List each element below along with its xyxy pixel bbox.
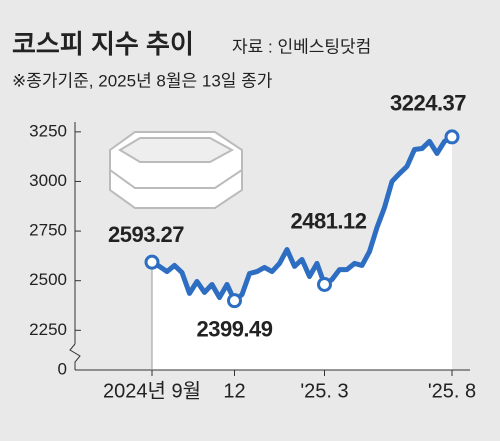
point-marker xyxy=(317,276,332,292)
point-marker xyxy=(444,129,460,145)
y-tick-label: 3250 xyxy=(29,121,67,140)
point-marker xyxy=(227,293,242,309)
index-icon xyxy=(109,131,243,209)
value-label: 2593.27 xyxy=(108,222,184,247)
source: 자료 : 인베스팅닷컴 xyxy=(232,37,371,56)
chart-title: 코스피 지수 추이 xyxy=(12,29,194,59)
value-label: 3224.37 xyxy=(390,91,466,116)
y-tick-label: 2250 xyxy=(29,320,67,339)
area xyxy=(152,136,452,370)
y-tick-label: 2500 xyxy=(29,270,67,289)
point-marker xyxy=(144,254,160,270)
line xyxy=(150,134,454,304)
note: ※종가기준, 2025년 8월은 13일 종가 xyxy=(12,71,273,90)
x-tick-label: '25. 3 xyxy=(300,380,348,402)
x-tick-label: 12 xyxy=(223,380,245,402)
x-tick-label: 2024년 9월 xyxy=(103,379,201,402)
y-tick-label: 3000 xyxy=(29,171,67,190)
x-tick-label: '25. 8 xyxy=(428,380,476,402)
y-tick-label: 2750 xyxy=(29,221,67,240)
value-label: 2399.49 xyxy=(196,316,272,341)
axis-break xyxy=(69,343,81,370)
y-tick-label: 0 xyxy=(58,359,67,378)
value-label: 2481.12 xyxy=(290,208,366,233)
